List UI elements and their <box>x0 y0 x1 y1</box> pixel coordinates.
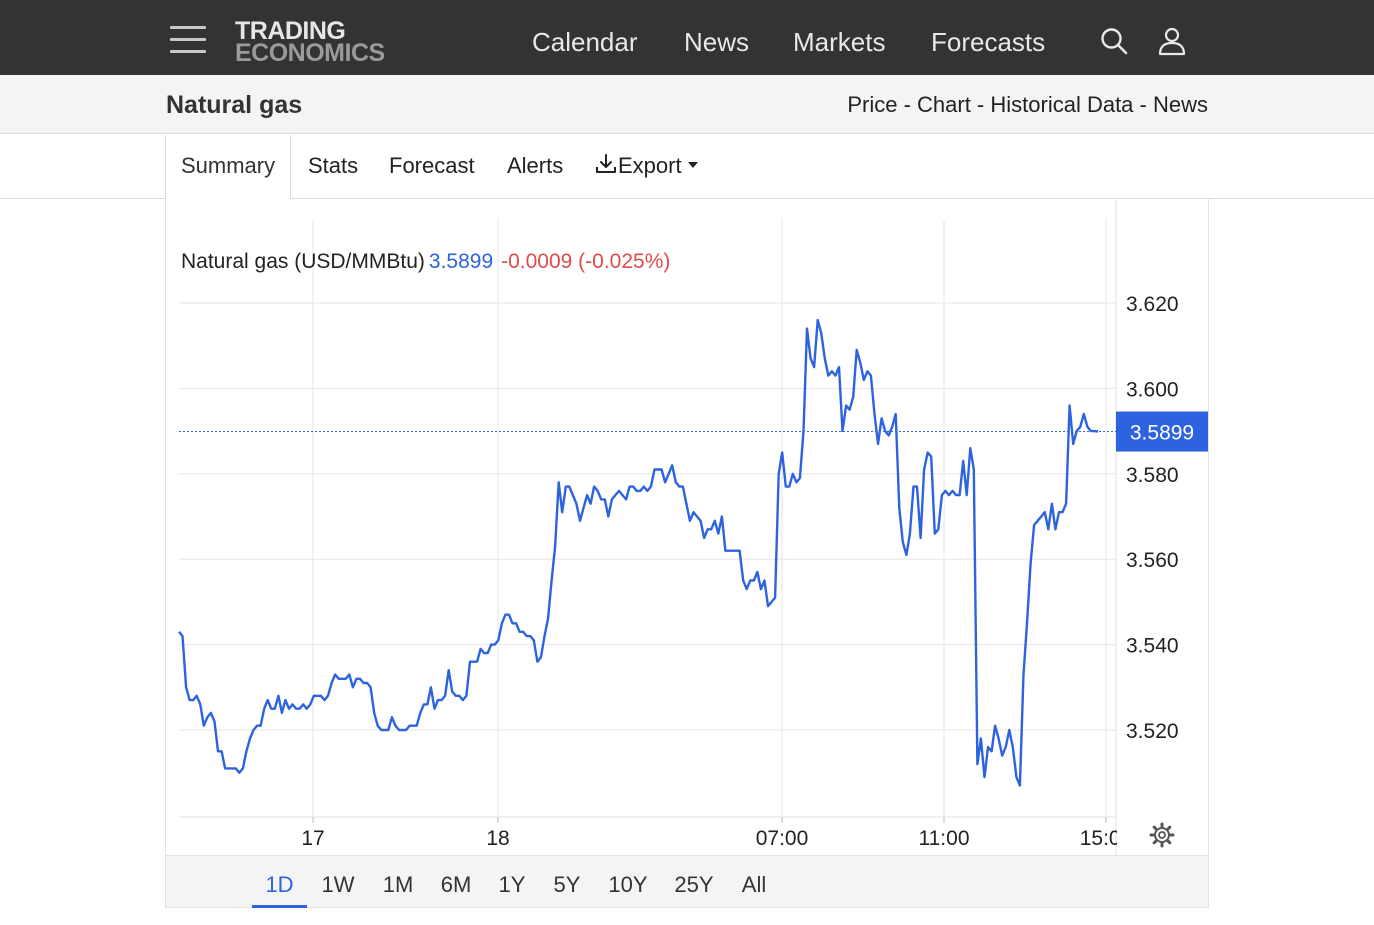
tab-stats[interactable]: Stats <box>308 153 359 178</box>
last-price-label: 3.5899 <box>1130 422 1194 445</box>
content-tabs: Summary Stats Forecast Alerts Export <box>0 135 1374 200</box>
logo-line-1: TRADING <box>235 17 346 45</box>
link-separator: - <box>897 92 918 117</box>
range-6m[interactable]: 6M <box>440 872 472 897</box>
tab-summary[interactable]: Summary <box>165 135 292 200</box>
link-separator: - <box>970 92 991 117</box>
link-news[interactable]: News <box>1152 92 1208 117</box>
last-price-marker: 3.5899 <box>179 411 1208 452</box>
y-tick-label: 3.560 <box>1126 549 1179 572</box>
last-price-box <box>1116 411 1208 452</box>
y-tick-label: 3.580 <box>1126 464 1179 487</box>
x-axis: 17 18 07:00 11:00 15:00 <box>301 820 1157 854</box>
chart-series <box>178 318 1099 787</box>
search-icon[interactable] <box>1099 26 1129 56</box>
site-logo[interactable]: TRADING ECONOMICS <box>235 17 385 67</box>
menu-icon[interactable] <box>170 26 206 54</box>
range-all[interactable]: All <box>741 872 767 897</box>
tab-export[interactable]: Export <box>579 135 714 199</box>
download-icon <box>596 154 616 173</box>
user-icon[interactable] <box>1157 26 1187 56</box>
range-5y[interactable]: 5Y <box>553 872 581 897</box>
y-tick-label: 3.600 <box>1126 378 1179 401</box>
page-title: Natural gas <box>166 91 303 119</box>
chart-grid <box>179 200 1117 855</box>
settings-gear-icon[interactable] <box>1149 822 1175 848</box>
x-tick-label: 07:00 <box>756 827 809 850</box>
nav-markets[interactable]: Markets <box>793 27 886 57</box>
x-tick-label: 18 <box>486 827 509 850</box>
legend-series-name: Natural gas (USD/MMBtu) <box>181 250 425 273</box>
link-historical-data[interactable]: Historical Data <box>990 92 1134 117</box>
chart-legend: Natural gas (USD/MMBtu) 3.5899 -0.0009 (-0… <box>181 250 670 274</box>
axis-cover <box>1117 820 1157 854</box>
range-1y[interactable]: 1Y <box>498 872 526 897</box>
y-axis: 3.520 3.540 3.560 3.580 3.600 3.620 <box>1126 293 1179 743</box>
top-navbar: TRADING ECONOMICS Calendar News Markets … <box>0 0 1374 75</box>
y-tick-label: 3.540 <box>1126 635 1179 658</box>
tab-alerts[interactable]: Alerts <box>507 153 564 178</box>
link-separator: - <box>1133 92 1153 117</box>
legend-price: 3.5899 <box>428 250 494 273</box>
caret-down-icon <box>687 162 698 168</box>
tab-forecast[interactable]: Forecast <box>389 153 475 178</box>
y-tick-label: 3.620 <box>1126 293 1179 316</box>
range-1d[interactable]: 1D <box>252 856 307 908</box>
range-25y[interactable]: 25Y <box>674 872 714 897</box>
range-selector: 1D 1W 1M 6M 1Y 5Y 10Y 25Y All <box>166 855 1208 908</box>
x-tick-label: 17 <box>301 827 324 850</box>
price-series-line <box>178 318 1099 787</box>
legend-change: -0.0009 (-0.025%) <box>501 250 671 273</box>
link-price[interactable]: Price <box>847 92 898 117</box>
nav-news[interactable]: News <box>684 27 750 57</box>
range-1m[interactable]: 1M <box>382 872 414 897</box>
nav-forecasts[interactable]: Forecasts <box>931 27 1046 57</box>
range-10y[interactable]: 10Y <box>608 872 648 897</box>
y-tick-label: 3.520 <box>1126 720 1179 743</box>
instrument-header: Natural gas Price - Chart - Historical D… <box>0 75 1374 134</box>
x-tick-label: 11:00 <box>919 827 970 850</box>
link-chart[interactable]: Chart <box>917 92 971 117</box>
chart-container <box>165 199 1209 908</box>
instrument-links: Price - Chart - Historical Data - News <box>847 92 1208 118</box>
logo-line-2: ECONOMICS <box>235 39 385 67</box>
export-label: Export <box>618 153 682 178</box>
range-1w[interactable]: 1W <box>321 872 355 897</box>
nav-calendar[interactable]: Calendar <box>532 27 638 57</box>
